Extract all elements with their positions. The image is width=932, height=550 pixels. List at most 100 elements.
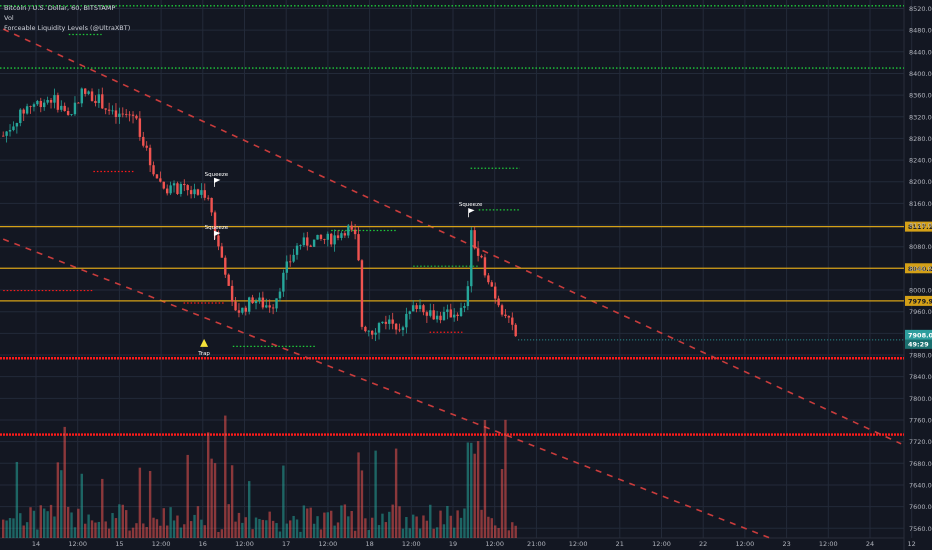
candle-body — [439, 315, 442, 321]
time-tick-label: 22 — [699, 540, 707, 548]
candle-body — [306, 237, 309, 246]
candle-body — [408, 311, 411, 314]
candle-body — [415, 305, 418, 309]
volume-bar — [241, 522, 244, 538]
candle-body — [364, 326, 367, 332]
volume-bar — [125, 510, 128, 538]
price-level-tag — [905, 263, 932, 274]
volume-bar — [401, 528, 405, 538]
volume-bar — [189, 521, 193, 538]
volume-bar — [152, 517, 155, 538]
liquidity-study-label[interactable]: Forceable Liquidity Levels (@UltraXBT) — [4, 24, 131, 32]
candle-body — [248, 297, 251, 312]
candle-body — [367, 330, 370, 332]
volume-bar — [470, 442, 473, 538]
candle-body — [241, 307, 244, 313]
candle-body — [22, 109, 25, 114]
volume-bar — [357, 452, 360, 538]
candle-body — [29, 106, 32, 108]
volume-bar — [490, 518, 493, 538]
candle-body — [5, 131, 8, 136]
candle-body — [200, 190, 203, 195]
candle-body — [418, 305, 422, 309]
price-tick-label: 7720.00 — [909, 438, 932, 446]
symbol-title[interactable]: Bitcoin / U.S. Dollar, 60, BITSTAMP — [4, 4, 116, 12]
volume-bar — [466, 442, 470, 538]
time-tick-label: 21:00 — [527, 540, 546, 548]
candle-body — [159, 178, 162, 182]
volume-study-label[interactable]: Vol — [4, 14, 14, 22]
volume-bar — [220, 529, 224, 538]
price-tick-label: 8360.00 — [909, 92, 932, 100]
price-tick-label: 8480.00 — [909, 27, 932, 35]
price-tick-label: 7600.00 — [909, 503, 932, 511]
volume-bar — [388, 511, 391, 538]
price-axis[interactable]: 8117.13 8040.20 7979.95 8520.00 8480.00 8440.… — [518, 5, 932, 533]
price-tick-label: 8080.00 — [909, 243, 932, 251]
volume-bar — [323, 512, 326, 538]
volume-bar — [114, 518, 118, 538]
price-tick-label: 7640.00 — [909, 481, 932, 489]
candle-body — [473, 230, 476, 249]
volume-bar — [391, 504, 394, 538]
candle-body — [323, 238, 326, 240]
volume-bar — [155, 519, 159, 538]
price-tick-label: 7760.00 — [909, 416, 932, 424]
candle-body — [32, 104, 36, 107]
volume-bar — [412, 514, 415, 538]
volume-bar — [511, 522, 514, 538]
candle-body — [343, 233, 347, 236]
volume-bar — [326, 512, 329, 538]
volume-bar — [101, 478, 104, 538]
volume-bar — [19, 513, 22, 538]
volume-bar — [367, 530, 370, 538]
volume-bar — [289, 520, 292, 538]
trap-label: Trap — [197, 351, 210, 357]
volume-bar — [248, 481, 251, 538]
candle-body — [442, 311, 446, 321]
liquidity-levels — [0, 5, 904, 436]
volume-bar — [39, 505, 42, 538]
candle-body — [135, 115, 138, 119]
volume-bar — [347, 516, 350, 538]
candle-body — [487, 275, 490, 283]
candle-body — [435, 315, 439, 320]
squeeze-label: Squeeze — [205, 172, 229, 178]
candle-body — [456, 314, 459, 317]
volume-bar — [312, 523, 316, 538]
volume-bar — [166, 525, 169, 538]
time-tick-label: 24 — [866, 540, 874, 548]
candle-body — [432, 310, 435, 320]
candle-body — [353, 229, 357, 235]
volume-bar — [353, 530, 357, 538]
volume-bar — [162, 508, 165, 538]
candle-body — [388, 319, 391, 324]
volume-bar — [200, 519, 203, 538]
time-axis[interactable]: 14 12:00 15 12:00 16 12:00 17 12:00 18 12:00 19 12:… — [32, 540, 916, 548]
volume-bar — [128, 530, 131, 538]
candle-body — [360, 260, 364, 327]
volume-bar — [15, 461, 19, 538]
volume-bar — [309, 507, 312, 538]
price-tick-label: 8520.00 — [909, 5, 932, 13]
price-tick-label: 7840.00 — [909, 373, 932, 381]
candle-body — [514, 324, 517, 337]
volume-bar — [131, 527, 135, 538]
time-tick-label: 15 — [115, 540, 123, 548]
price-tick-label: 8120.00 — [909, 222, 932, 230]
candle-body — [295, 245, 299, 255]
candle-body — [336, 235, 340, 238]
candle-body — [63, 105, 66, 112]
candle-body — [121, 113, 124, 115]
candle-body — [285, 261, 288, 273]
candle-body — [244, 307, 247, 312]
price-tick-label: 8160.00 — [909, 200, 932, 208]
volume-bar — [261, 519, 265, 538]
candle-body — [90, 91, 94, 101]
volume-bar — [282, 465, 285, 538]
volume-bar — [8, 518, 12, 538]
volume-bar — [449, 515, 452, 538]
volume-bar — [285, 523, 288, 538]
candle-body — [330, 233, 333, 245]
